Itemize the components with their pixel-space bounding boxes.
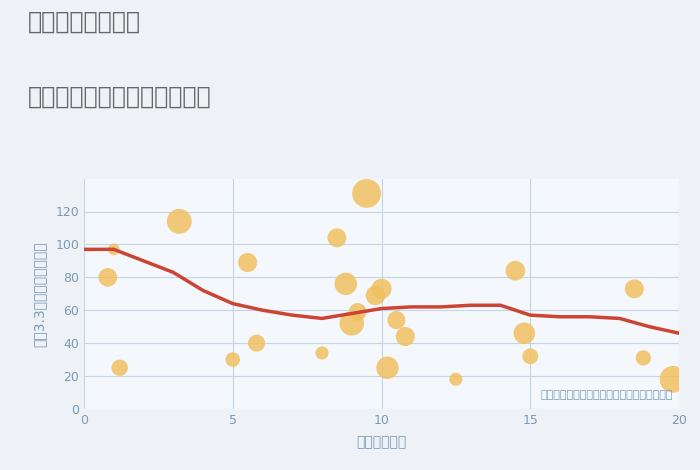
Point	[352, 308, 363, 316]
Point	[668, 376, 679, 383]
Point	[382, 364, 393, 371]
Point	[114, 364, 125, 371]
Text: 円の大きさは、取引のあった物件面積を示す: 円の大きさは、取引のあった物件面積を示す	[540, 390, 673, 400]
X-axis label: 駅距離（分）: 駅距離（分）	[356, 435, 407, 449]
Point	[102, 274, 113, 281]
Point	[525, 352, 536, 360]
Point	[400, 333, 411, 340]
Point	[510, 267, 521, 274]
Point	[340, 280, 351, 288]
Point	[376, 285, 387, 292]
Point	[361, 190, 372, 197]
Point	[227, 356, 238, 363]
Point	[450, 376, 461, 383]
Point	[251, 339, 262, 347]
Point	[519, 329, 530, 337]
Point	[331, 234, 342, 242]
Y-axis label: 坪（3.3㎡）単価（万円）: 坪（3.3㎡）単価（万円）	[33, 241, 47, 346]
Point	[370, 291, 381, 299]
Point	[174, 218, 185, 225]
Point	[638, 354, 649, 362]
Text: 駅距離別中古マンション価格: 駅距離別中古マンション価格	[28, 85, 211, 109]
Point	[108, 246, 119, 253]
Text: 岐阜県関市山田の: 岐阜県関市山田の	[28, 9, 141, 33]
Point	[346, 320, 357, 327]
Point	[316, 349, 328, 357]
Point	[391, 316, 402, 324]
Point	[242, 258, 253, 266]
Point	[629, 285, 640, 292]
